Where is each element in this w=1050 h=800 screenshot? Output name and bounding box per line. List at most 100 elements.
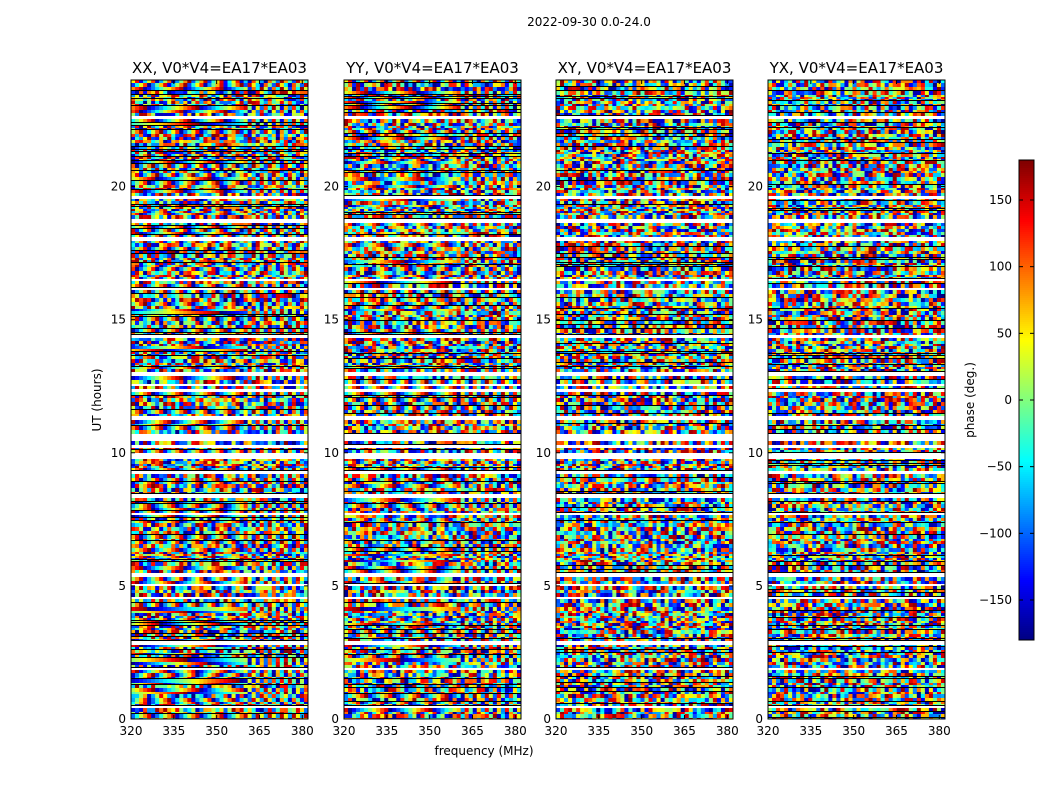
colorbar-band	[1019, 210, 1034, 213]
colorbar-band	[1019, 592, 1034, 595]
panel-xy: XY, V0*V4=EA17*EA03 320 335 350 365 380 0 5 10 15…	[536, 59, 739, 738]
colorbar-band	[1019, 258, 1034, 261]
colorbar-band	[1019, 558, 1034, 561]
colorbar-band	[1019, 518, 1034, 521]
panel-title: XX, V0*V4=EA17*EA03	[132, 59, 307, 77]
y-tick-label: 5	[331, 579, 339, 593]
panel-title: YY, V0*V4=EA17*EA03	[345, 59, 519, 77]
colorbar-band	[1019, 326, 1034, 329]
colorbar-band	[1019, 248, 1034, 251]
x-tick-label: 320	[757, 724, 780, 738]
colorbar-band	[1019, 212, 1034, 215]
colorbar-band	[1019, 174, 1034, 177]
colorbar-band	[1019, 286, 1034, 289]
panel-title: YX, V0*V4=EA17*EA03	[769, 59, 944, 77]
colorbar-band	[1019, 216, 1034, 219]
colorbar-band	[1019, 242, 1034, 245]
colorbar-band	[1019, 624, 1034, 627]
colorbar-band	[1019, 162, 1034, 165]
colorbar-band	[1019, 522, 1034, 525]
colorbar-band	[1019, 168, 1034, 171]
colorbar-band	[1019, 436, 1034, 439]
colorbar-band	[1019, 278, 1034, 281]
colorbar-band	[1019, 372, 1034, 375]
colorbar-band	[1019, 164, 1034, 167]
colorbar-band	[1019, 338, 1034, 341]
colorbar-label: phase (deg.)	[963, 362, 977, 438]
colorbar-band	[1019, 440, 1034, 443]
colorbar-band	[1019, 594, 1034, 597]
colorbar-band	[1019, 612, 1034, 615]
colorbar-band	[1019, 410, 1034, 413]
colorbar-band	[1019, 264, 1034, 267]
colorbar-band	[1019, 598, 1034, 601]
colorbar-band	[1019, 502, 1034, 505]
colorbar-band	[1019, 386, 1034, 389]
colorbar-band	[1019, 362, 1034, 365]
colorbar-band	[1019, 180, 1034, 183]
colorbar-band	[1019, 254, 1034, 257]
colorbar-band	[1019, 582, 1034, 585]
colorbar-tick-label: 150	[989, 193, 1012, 207]
x-tick-label: 350	[630, 724, 653, 738]
colorbar-band	[1019, 252, 1034, 255]
colorbar-band	[1019, 460, 1034, 463]
colorbar-band	[1019, 198, 1034, 201]
x-tick-label: 335	[587, 724, 610, 738]
colorbar-band	[1019, 482, 1034, 485]
colorbar-band	[1019, 348, 1034, 351]
colorbar-band	[1019, 566, 1034, 569]
colorbar-band	[1019, 472, 1034, 475]
colorbar-band	[1019, 352, 1034, 355]
colorbar-band	[1019, 304, 1034, 307]
colorbar-band	[1019, 536, 1034, 539]
colorbar-band	[1019, 434, 1034, 437]
colorbar-band	[1019, 384, 1034, 387]
colorbar-band	[1019, 630, 1034, 633]
colorbar-band	[1019, 306, 1034, 309]
colorbar-tick-label: 0	[1004, 393, 1012, 407]
x-tick-label: 380	[504, 724, 527, 738]
colorbar-band	[1019, 186, 1034, 189]
colorbar-band	[1019, 602, 1034, 605]
x-axis-label: frequency (MHz)	[434, 744, 533, 758]
colorbar-band	[1019, 600, 1034, 603]
colorbar-band	[1019, 606, 1034, 609]
colorbar-band	[1019, 308, 1034, 311]
colorbar-band	[1019, 256, 1034, 259]
colorbar-band	[1019, 176, 1034, 179]
colorbar-band	[1019, 360, 1034, 363]
colorbar-band	[1019, 412, 1034, 415]
colorbar-band	[1019, 628, 1034, 631]
colorbar-band	[1019, 490, 1034, 493]
colorbar-band	[1019, 632, 1034, 635]
colorbar-band	[1019, 226, 1034, 229]
colorbar-band	[1019, 616, 1034, 619]
colorbar-band	[1019, 196, 1034, 199]
colorbar-band	[1019, 534, 1034, 537]
colorbar-band	[1019, 310, 1034, 313]
colorbar-band	[1019, 318, 1034, 321]
colorbar-tick-label: −50	[987, 460, 1012, 474]
colorbar-band	[1019, 392, 1034, 395]
colorbar-band	[1019, 272, 1034, 275]
colorbar-band	[1019, 232, 1034, 235]
x-tick-label: 365	[248, 724, 271, 738]
colorbar-band	[1019, 540, 1034, 543]
colorbar-band	[1019, 516, 1034, 519]
panel-yy: YY, V0*V4=EA17*EA03 320 335 350 365 380 0 5 10 15…	[324, 59, 527, 738]
colorbar-band	[1019, 464, 1034, 467]
heatmap-image	[768, 80, 946, 719]
colorbar-band	[1019, 182, 1034, 185]
colorbar-band	[1019, 374, 1034, 377]
colorbar-band	[1019, 322, 1034, 325]
colorbar-band	[1019, 332, 1034, 335]
colorbar-band	[1019, 488, 1034, 491]
colorbar-band	[1019, 486, 1034, 489]
colorbar-band	[1019, 470, 1034, 473]
colorbar-band	[1019, 414, 1034, 417]
colorbar-band	[1019, 494, 1034, 497]
colorbar-band	[1019, 538, 1034, 541]
colorbar-band	[1019, 468, 1034, 471]
colorbar-band	[1019, 416, 1034, 419]
